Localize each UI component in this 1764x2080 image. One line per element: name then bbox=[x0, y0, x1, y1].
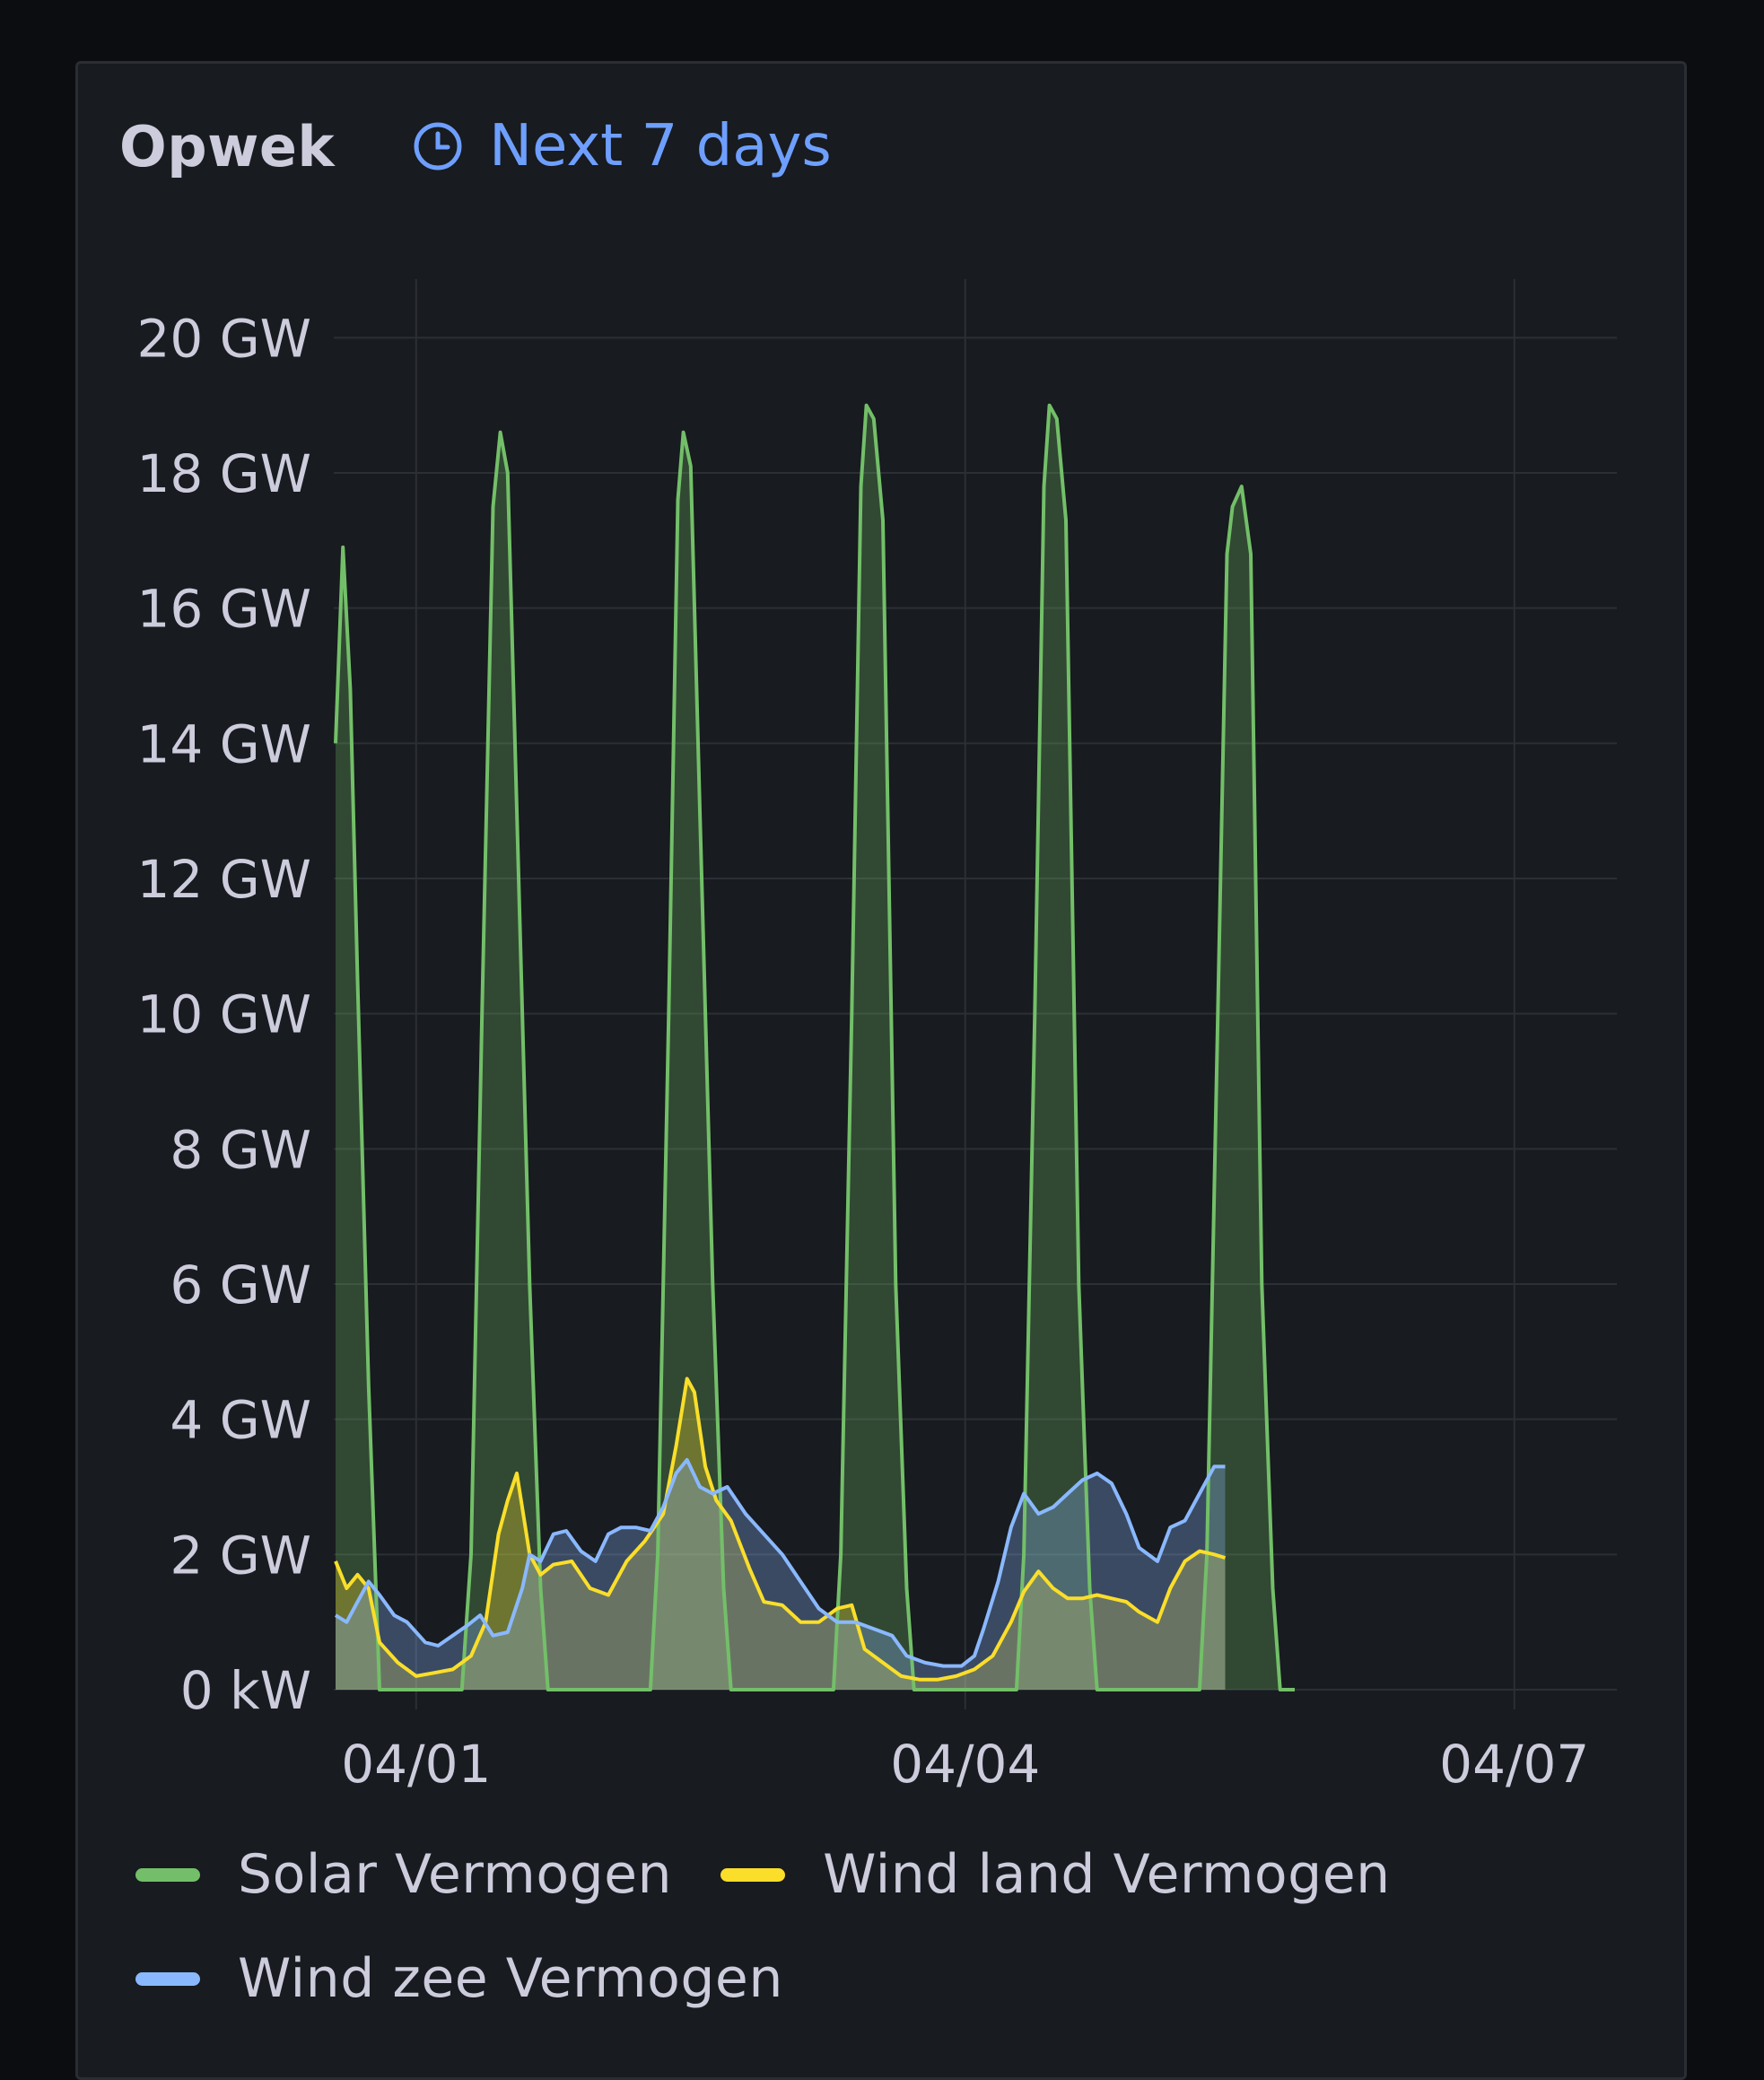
y-tick-label: 18 GW bbox=[136, 443, 311, 504]
y-tick-label: 12 GW bbox=[136, 849, 311, 910]
panel-header: Opwek Next 7 days bbox=[119, 101, 832, 191]
legend-swatch-solar bbox=[135, 1867, 200, 1882]
y-tick-label: 20 GW bbox=[136, 308, 311, 369]
y-tick-label: 6 GW bbox=[170, 1254, 311, 1315]
x-tick-label: 04/04 bbox=[890, 1734, 1040, 1795]
y-tick-label: 4 GW bbox=[170, 1390, 311, 1451]
y-tick-label: 0 kW bbox=[180, 1660, 311, 1721]
legend-row: Wind zee Vermogen bbox=[135, 1927, 1571, 2031]
series-area-wind-land bbox=[336, 1378, 1226, 1690]
legend-swatch-wind-zee bbox=[135, 1971, 200, 1986]
legend-label-solar: Solar Vermogen bbox=[238, 1843, 673, 1906]
y-tick-label: 10 GW bbox=[136, 984, 311, 1045]
series-area-solar bbox=[336, 405, 1295, 1691]
legend-item-wind-zee[interactable]: Wind zee Vermogen bbox=[135, 1947, 783, 2010]
legend-row: Solar Vermogen Wind land Vermogen bbox=[135, 1822, 1571, 1927]
y-axis: 0 kW 2 GW 4 GW 6 GW 8 GW 10 GW 12 GW 14 GW 16 GW… bbox=[136, 308, 311, 1721]
series-area-wind-zee bbox=[336, 1459, 1226, 1690]
panel-title: Opwek bbox=[119, 113, 336, 179]
series-lines bbox=[334, 403, 1295, 1691]
timeseries-chart[interactable]: 0 kW 2 GW 4 GW 6 GW 8 GW 10 GW 12 GW 14 GW 16 GW… bbox=[78, 64, 1690, 1822]
x-axis: 04/01 04/04 04/07 bbox=[341, 1734, 1589, 1795]
clock-icon bbox=[414, 122, 462, 170]
legend-item-wind-land[interactable]: Wind land Vermogen bbox=[720, 1843, 1391, 1906]
y-tick-label: 14 GW bbox=[136, 713, 311, 774]
legend-item-solar[interactable]: Solar Vermogen bbox=[135, 1843, 672, 1906]
time-range-label: Next 7 days bbox=[489, 113, 832, 179]
legend-label-wind-zee: Wind zee Vermogen bbox=[238, 1947, 783, 2010]
y-tick-label: 2 GW bbox=[170, 1525, 311, 1586]
grid-lines bbox=[334, 279, 1617, 1709]
y-tick-label: 16 GW bbox=[136, 579, 311, 640]
time-range-picker[interactable]: Next 7 days bbox=[412, 113, 832, 179]
series-areas bbox=[336, 405, 1295, 1691]
series-line-wind-land[interactable] bbox=[334, 1376, 1227, 1682]
legend: Solar Vermogen Wind land Vermogen Wind z… bbox=[135, 1822, 1571, 2031]
legend-swatch-wind-land bbox=[720, 1867, 786, 1882]
chart-panel: Opwek Next 7 days 0 kW 2 GW 4 GW 6 GW 8 GW 10… bbox=[75, 61, 1687, 2080]
y-tick-label: 8 GW bbox=[170, 1119, 311, 1180]
series-line-wind-zee[interactable] bbox=[334, 1457, 1226, 1668]
legend-label-wind-land: Wind land Vermogen bbox=[823, 1843, 1391, 1906]
x-tick-label: 04/01 bbox=[341, 1734, 491, 1795]
x-tick-label: 04/07 bbox=[1439, 1734, 1589, 1795]
